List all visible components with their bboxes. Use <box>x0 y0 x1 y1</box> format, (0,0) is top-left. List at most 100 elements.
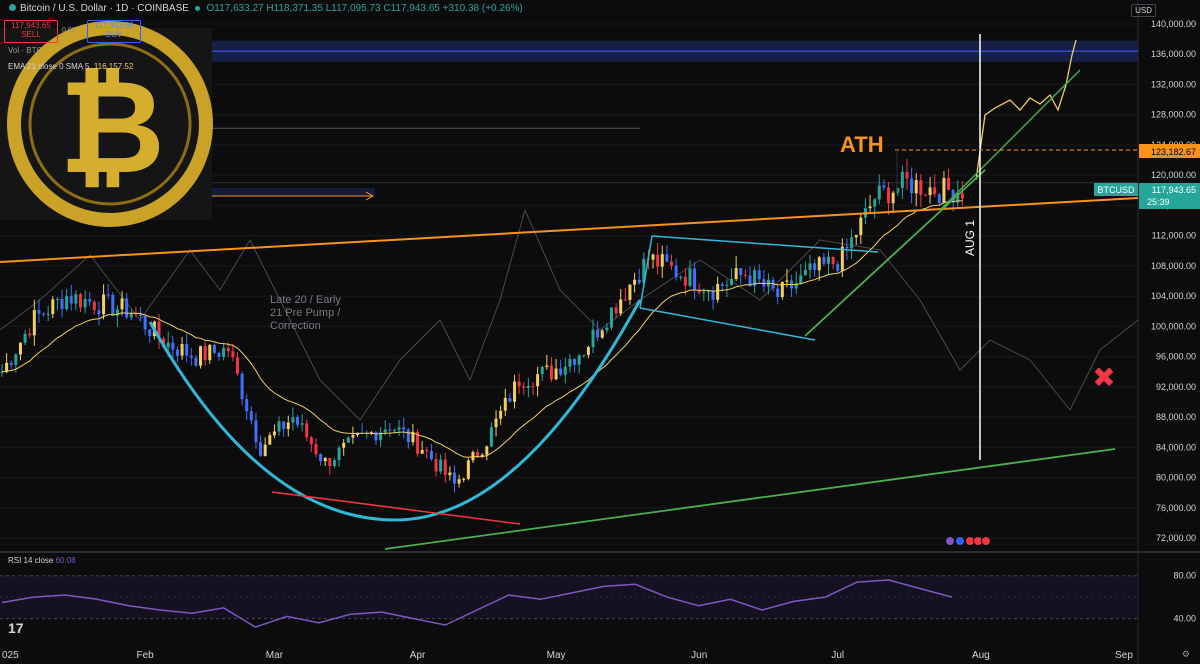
candle-body <box>92 301 96 311</box>
candle-body <box>83 299 87 308</box>
candle-body <box>148 329 152 337</box>
rsi-indicator-label[interactable]: RSI 14 close 60.08 <box>8 556 76 565</box>
countdown-text: 25:39 <box>1147 197 1170 207</box>
candle-body <box>416 431 420 454</box>
breakout-price-line <box>975 39 1077 181</box>
candle-body <box>900 171 904 188</box>
candle-body <box>531 385 535 387</box>
spread-value: 0.01 <box>62 27 76 34</box>
candle-body <box>78 294 82 308</box>
candle-body <box>923 194 927 196</box>
candle-body <box>254 420 258 443</box>
y-tick-label: 88,000.00 <box>1156 412 1196 422</box>
x-tick-label: Mar <box>266 650 284 661</box>
rsi-label: RSI 14 close <box>8 556 54 565</box>
candle-body <box>97 310 101 315</box>
candle-body <box>268 435 272 445</box>
rsi-tick-label: 80.00 <box>1173 571 1196 581</box>
candle-body <box>937 194 941 204</box>
ema-indicator-label[interactable]: EMA 21 close 0 SMA 5 116,157.52 <box>8 62 133 71</box>
last-price-tag <box>1139 183 1200 209</box>
candle-body <box>877 185 881 200</box>
candle-body <box>439 459 443 472</box>
sell-label: SELL <box>21 30 41 39</box>
candle-body <box>854 235 858 238</box>
candle-body <box>337 447 341 461</box>
event-icon <box>981 536 991 546</box>
ohlc-open: O117,633.27 <box>206 3 264 14</box>
candle-body <box>637 279 641 283</box>
y-tick-label: 72,000.00 <box>1156 533 1196 543</box>
candle-body <box>425 449 429 452</box>
rsi-value: 60.08 <box>55 556 76 565</box>
candle-body <box>203 346 207 361</box>
candle-body <box>32 310 36 336</box>
x-tick-label: Sep <box>1115 650 1133 661</box>
flag-side-line <box>639 235 653 309</box>
candle-body <box>859 217 863 236</box>
y-tick-label: 76,000.00 <box>1156 503 1196 513</box>
ohlc-change: +310.38 (+0.26%) <box>442 3 523 14</box>
x-tick-label: May <box>547 650 566 661</box>
candle-body <box>633 279 637 285</box>
candle-body <box>614 307 618 314</box>
candle-body <box>180 344 184 356</box>
candle-body <box>577 355 581 365</box>
candle-body <box>693 268 697 291</box>
candle-body <box>319 454 323 462</box>
aug1-label: AUG 1 <box>963 220 977 256</box>
candle-body <box>37 310 41 314</box>
candle-body <box>494 418 498 428</box>
candle-body <box>720 284 724 286</box>
candle-body <box>120 298 124 310</box>
flag-lower-line <box>639 307 816 341</box>
candle-body <box>919 180 923 195</box>
ohlc-high: H118,371.35 <box>266 3 323 14</box>
currency-button[interactable]: USD <box>1131 4 1156 17</box>
candle-body <box>171 342 175 350</box>
candle-body <box>480 454 484 457</box>
green-support-line <box>384 448 1116 550</box>
candle-body <box>670 261 674 266</box>
settings-gear-icon[interactable]: ⚙ <box>1181 649 1190 659</box>
chart-header: Bitcoin / U.S. Dollar · 1D · COINBASE O1… <box>6 3 523 14</box>
x-tick-label: Feb <box>137 650 155 661</box>
candle-body <box>730 278 734 286</box>
candle-body <box>466 460 470 479</box>
candle-body <box>222 347 226 357</box>
candle-body <box>563 366 567 375</box>
sell-button[interactable]: 117,943.65 SELL <box>4 20 58 43</box>
candle-body <box>356 432 360 436</box>
candle-body <box>739 268 743 275</box>
candle-body <box>665 254 669 262</box>
candle-body <box>60 298 64 310</box>
candle-body <box>896 187 900 193</box>
candle-body <box>706 291 710 293</box>
candle-body <box>332 460 336 467</box>
x-tick-label: 025 <box>2 650 19 661</box>
bitcoin-logo-inner <box>28 42 192 206</box>
candle-body <box>115 309 119 316</box>
buy-button[interactable]: 117,943.66 BUY <box>87 20 141 43</box>
candle-body <box>582 354 586 356</box>
candle-body <box>536 374 540 387</box>
candle-body <box>757 270 761 280</box>
buy-price: 117,943.66 <box>94 21 134 30</box>
candle-body <box>785 280 789 282</box>
candle-body <box>235 357 239 374</box>
candle-body <box>850 237 854 249</box>
candle-body <box>623 299 627 301</box>
candle-body <box>452 472 456 484</box>
y-tick-label: 96,000.00 <box>1156 352 1196 362</box>
candle-body <box>296 417 300 425</box>
candle-body <box>379 432 383 441</box>
candle-body <box>642 258 646 283</box>
volume-indicator-label[interactable]: Vol · BTC <box>8 46 43 55</box>
candle-body <box>448 472 452 476</box>
candle-body <box>175 349 179 356</box>
orange-trendline <box>0 197 1139 263</box>
candle-body <box>51 299 55 315</box>
candle-body <box>74 294 78 304</box>
y-tick-label: 128,000.00 <box>1151 110 1196 120</box>
